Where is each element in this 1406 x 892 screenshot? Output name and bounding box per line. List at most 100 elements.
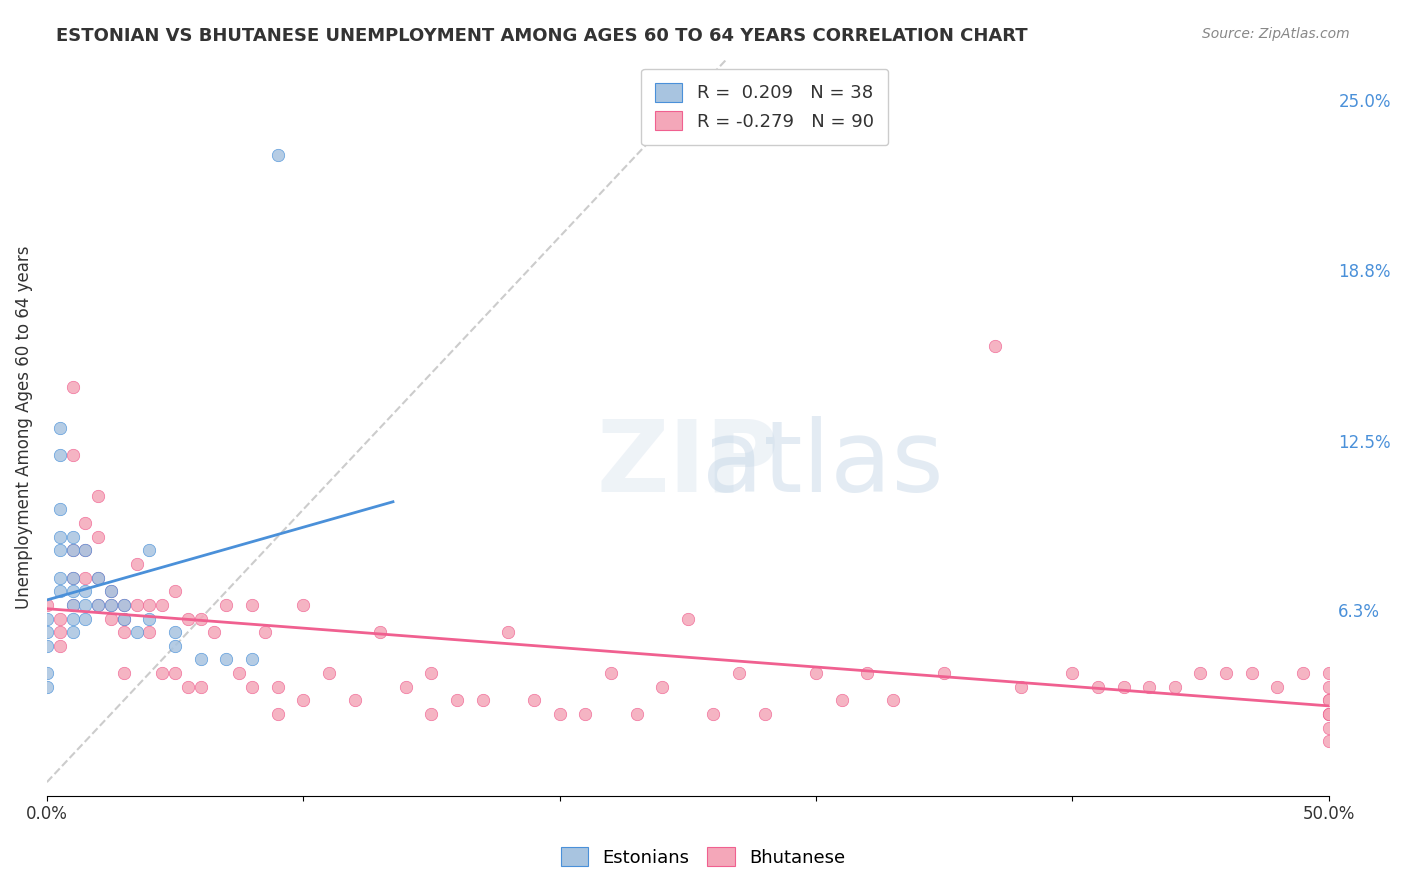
Point bbox=[87, 530, 110, 544]
Point bbox=[420, 706, 443, 721]
Point bbox=[87, 598, 110, 612]
Point bbox=[932, 666, 955, 681]
Point bbox=[1010, 680, 1032, 694]
Point bbox=[125, 625, 148, 640]
Point bbox=[523, 693, 546, 707]
Point bbox=[87, 571, 110, 585]
Point bbox=[35, 666, 58, 681]
Point bbox=[190, 611, 212, 625]
Point bbox=[215, 598, 238, 612]
Point bbox=[599, 666, 621, 681]
Point bbox=[112, 625, 135, 640]
Point bbox=[498, 625, 520, 640]
Point bbox=[138, 625, 160, 640]
Point bbox=[1317, 706, 1340, 721]
Point bbox=[1317, 693, 1340, 707]
Point bbox=[75, 516, 97, 530]
Point bbox=[48, 611, 70, 625]
Point bbox=[100, 611, 122, 625]
Point bbox=[1317, 680, 1340, 694]
Point bbox=[62, 598, 84, 612]
Point bbox=[728, 666, 751, 681]
Point bbox=[62, 448, 84, 462]
Point bbox=[35, 625, 58, 640]
Point bbox=[177, 680, 200, 694]
Point bbox=[215, 652, 238, 666]
Point bbox=[48, 543, 70, 558]
Point bbox=[1215, 666, 1237, 681]
Point bbox=[1189, 666, 1212, 681]
Point bbox=[984, 339, 1007, 353]
Point bbox=[125, 598, 148, 612]
Point bbox=[395, 680, 418, 694]
Point bbox=[112, 598, 135, 612]
Point bbox=[190, 652, 212, 666]
Point bbox=[48, 625, 70, 640]
Point bbox=[165, 584, 187, 599]
Point bbox=[1112, 680, 1135, 694]
Point bbox=[87, 598, 110, 612]
Point bbox=[343, 693, 366, 707]
Point bbox=[48, 584, 70, 599]
Point bbox=[35, 680, 58, 694]
Point bbox=[62, 543, 84, 558]
Point bbox=[35, 611, 58, 625]
Point bbox=[75, 571, 97, 585]
Point bbox=[48, 448, 70, 462]
Point bbox=[1267, 680, 1289, 694]
Point bbox=[48, 502, 70, 516]
Y-axis label: Unemployment Among Ages 60 to 64 years: Unemployment Among Ages 60 to 64 years bbox=[15, 246, 32, 609]
Point bbox=[75, 611, 97, 625]
Point bbox=[240, 680, 263, 694]
Point bbox=[62, 571, 84, 585]
Point bbox=[548, 706, 571, 721]
Point bbox=[100, 598, 122, 612]
Point bbox=[1164, 680, 1187, 694]
Point bbox=[1137, 680, 1160, 694]
Point bbox=[138, 598, 160, 612]
Point bbox=[253, 625, 276, 640]
Point bbox=[1292, 666, 1315, 681]
Text: ESTONIAN VS BHUTANESE UNEMPLOYMENT AMONG AGES 60 TO 64 YEARS CORRELATION CHART: ESTONIAN VS BHUTANESE UNEMPLOYMENT AMONG… bbox=[56, 27, 1028, 45]
Point bbox=[112, 611, 135, 625]
Point bbox=[1240, 666, 1263, 681]
Point bbox=[75, 543, 97, 558]
Point bbox=[35, 598, 58, 612]
Point bbox=[292, 598, 315, 612]
Text: atlas: atlas bbox=[702, 416, 943, 513]
Text: ZIP: ZIP bbox=[596, 416, 779, 513]
Point bbox=[62, 611, 84, 625]
Point bbox=[62, 598, 84, 612]
Legend: Estonians, Bhutanese: Estonians, Bhutanese bbox=[554, 840, 852, 874]
Point bbox=[165, 666, 187, 681]
Text: Source: ZipAtlas.com: Source: ZipAtlas.com bbox=[1202, 27, 1350, 41]
Point bbox=[446, 693, 468, 707]
Legend: R =  0.209   N = 38, R = -0.279   N = 90: R = 0.209 N = 38, R = -0.279 N = 90 bbox=[641, 69, 889, 145]
Point bbox=[318, 666, 340, 681]
Point bbox=[62, 543, 84, 558]
Point bbox=[266, 148, 288, 162]
Point bbox=[125, 557, 148, 571]
Point bbox=[574, 706, 596, 721]
Point bbox=[100, 584, 122, 599]
Point bbox=[1062, 666, 1084, 681]
Point bbox=[48, 420, 70, 434]
Point bbox=[75, 543, 97, 558]
Point bbox=[626, 706, 648, 721]
Point bbox=[112, 611, 135, 625]
Point bbox=[1317, 693, 1340, 707]
Point bbox=[48, 571, 70, 585]
Point bbox=[1317, 734, 1340, 748]
Point bbox=[87, 571, 110, 585]
Point bbox=[266, 706, 288, 721]
Point bbox=[35, 639, 58, 653]
Point bbox=[48, 530, 70, 544]
Point bbox=[138, 543, 160, 558]
Point bbox=[150, 666, 173, 681]
Point bbox=[676, 611, 699, 625]
Point bbox=[240, 598, 263, 612]
Point bbox=[882, 693, 904, 707]
Point bbox=[62, 571, 84, 585]
Point bbox=[112, 666, 135, 681]
Point bbox=[48, 639, 70, 653]
